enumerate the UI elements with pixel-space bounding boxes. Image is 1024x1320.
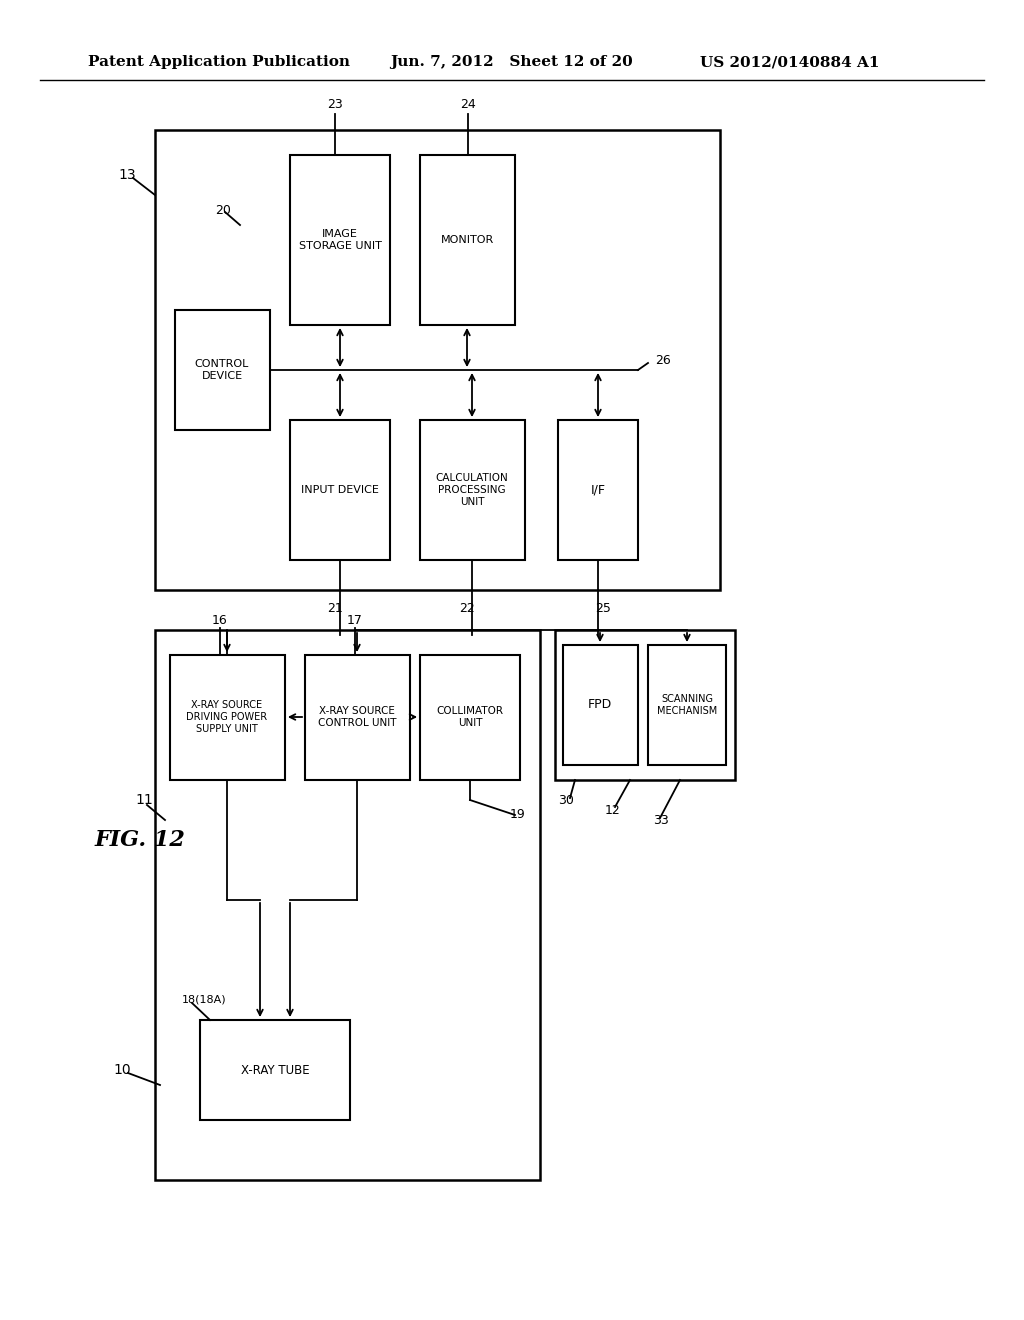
- Text: X-RAY TUBE: X-RAY TUBE: [241, 1064, 309, 1077]
- Text: 20: 20: [215, 203, 230, 216]
- Text: CALCULATION
PROCESSING
UNIT: CALCULATION PROCESSING UNIT: [435, 474, 508, 507]
- Bar: [200, 1020, 350, 1119]
- Text: 11: 11: [135, 793, 153, 807]
- Bar: [170, 655, 285, 780]
- Text: 33: 33: [653, 813, 669, 826]
- Text: 17: 17: [347, 614, 362, 627]
- Text: 22: 22: [459, 602, 475, 615]
- Text: X-RAY SOURCE
DRIVING POWER
SUPPLY UNIT: X-RAY SOURCE DRIVING POWER SUPPLY UNIT: [186, 701, 267, 734]
- Text: 25: 25: [595, 602, 611, 615]
- Bar: [555, 630, 735, 780]
- Text: I/F: I/F: [591, 483, 605, 496]
- Text: CONTROL
DEVICE: CONTROL DEVICE: [195, 359, 249, 380]
- Text: 30: 30: [558, 793, 573, 807]
- Bar: [305, 655, 410, 780]
- Text: 12: 12: [605, 804, 621, 817]
- Text: 16: 16: [212, 614, 228, 627]
- Text: Patent Application Publication: Patent Application Publication: [88, 55, 350, 69]
- Text: US 2012/0140884 A1: US 2012/0140884 A1: [700, 55, 880, 69]
- Bar: [290, 154, 390, 325]
- Text: 21: 21: [327, 602, 343, 615]
- Text: 18(18A): 18(18A): [182, 995, 226, 1005]
- Text: FIG. 12: FIG. 12: [95, 829, 186, 851]
- Bar: [648, 645, 726, 766]
- Bar: [420, 154, 515, 325]
- Text: 13: 13: [118, 168, 135, 182]
- Bar: [420, 655, 520, 780]
- Bar: [420, 420, 525, 560]
- Text: 24: 24: [460, 99, 476, 111]
- Text: 10: 10: [113, 1063, 131, 1077]
- Bar: [558, 420, 638, 560]
- Text: SCANNING
MECHANISM: SCANNING MECHANISM: [656, 694, 717, 715]
- Text: FPD: FPD: [588, 698, 612, 711]
- Text: COLLIMATOR
UNIT: COLLIMATOR UNIT: [436, 706, 504, 727]
- Text: MONITOR: MONITOR: [440, 235, 494, 246]
- Bar: [290, 420, 390, 560]
- Text: IMAGE
STORAGE UNIT: IMAGE STORAGE UNIT: [299, 230, 381, 251]
- Text: 23: 23: [327, 99, 343, 111]
- Text: 19: 19: [510, 808, 525, 821]
- Bar: [155, 630, 540, 1180]
- Bar: [175, 310, 270, 430]
- Text: X-RAY SOURCE
CONTROL UNIT: X-RAY SOURCE CONTROL UNIT: [317, 706, 396, 727]
- Text: Jun. 7, 2012   Sheet 12 of 20: Jun. 7, 2012 Sheet 12 of 20: [390, 55, 633, 69]
- Text: 26: 26: [655, 354, 671, 367]
- Bar: [155, 129, 720, 590]
- Bar: [563, 645, 638, 766]
- Text: INPUT DEVICE: INPUT DEVICE: [301, 484, 379, 495]
